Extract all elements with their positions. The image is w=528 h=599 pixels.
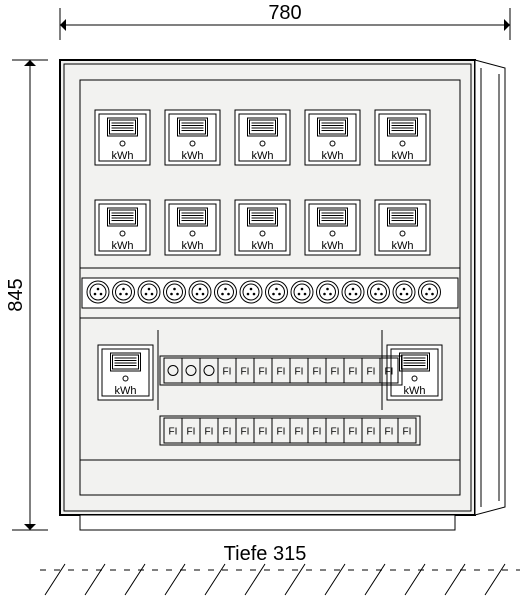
fi-label: FI — [277, 427, 286, 438]
kwh-meter: kWh — [375, 200, 430, 255]
kwh-meter: kWh — [95, 200, 150, 255]
kwh-meter: kWh — [305, 110, 360, 165]
arrowhead — [24, 524, 36, 530]
fi-label: FI — [331, 367, 340, 378]
fi-label: FI — [385, 367, 394, 378]
kwh-label: kWh — [392, 240, 414, 252]
kwh-meter: kWh — [235, 200, 290, 255]
hatch-line — [165, 564, 185, 595]
kwh-meter: kWh — [305, 200, 360, 255]
hatch-line — [445, 564, 465, 595]
kwh-meter: kWh — [98, 345, 153, 400]
kwh-label: kWh — [404, 385, 426, 397]
fi-label: FI — [241, 427, 250, 438]
dim-left-value: 845 — [5, 278, 27, 311]
fi-label: FI — [187, 427, 196, 438]
arrowhead — [504, 19, 510, 31]
fi-label: FI — [295, 367, 304, 378]
kwh-meter: kWh — [95, 110, 150, 165]
hatch-line — [285, 564, 305, 595]
depth-label: Tiefe 315 — [224, 543, 307, 565]
kwh-label: kWh — [252, 240, 274, 252]
technical-drawing: 780 845 kWh kWh kWh kWh kWh kWh kWh kWh kWh kWh kWh k… — [0, 0, 528, 599]
fi-label: FI — [349, 367, 358, 378]
fi-label: FI — [259, 427, 268, 438]
fi-label: FI — [277, 367, 286, 378]
kwh-label: kWh — [115, 385, 137, 397]
arrowhead — [24, 60, 36, 66]
kwh-label: kWh — [112, 150, 134, 162]
cabinet-base — [80, 515, 455, 530]
kwh-label: kWh — [252, 150, 274, 162]
dim-top-value: 780 — [268, 2, 301, 24]
fi-label: FI — [295, 427, 304, 438]
fi-label: FI — [403, 427, 412, 438]
kwh-label: kWh — [322, 150, 344, 162]
kwh-label: kWh — [182, 240, 204, 252]
door-panel — [475, 60, 505, 515]
hatch-line — [85, 564, 105, 595]
hatch-line — [325, 564, 345, 595]
fi-label: FI — [169, 427, 178, 438]
kwh-label: kWh — [392, 150, 414, 162]
kwh-meter: kWh — [387, 345, 442, 400]
fi-label: FI — [385, 427, 394, 438]
kwh-meter: kWh — [375, 110, 430, 165]
fi-label: FI — [349, 427, 358, 438]
hatch-line — [45, 564, 65, 595]
fi-label: FI — [313, 427, 322, 438]
kwh-meter: kWh — [235, 110, 290, 165]
fi-label: FI — [241, 367, 250, 378]
hatch-line — [485, 564, 505, 595]
fi-label: FI — [259, 367, 268, 378]
cabinet-door — [475, 60, 505, 515]
hatch-line — [125, 564, 145, 595]
hatch-line — [205, 564, 225, 595]
kwh-meter: kWh — [165, 200, 220, 255]
kwh-meter: kWh — [165, 110, 220, 165]
kwh-label: kWh — [112, 240, 134, 252]
hatch-line — [405, 564, 425, 595]
fi-label: FI — [367, 427, 376, 438]
fi-label: FI — [223, 427, 232, 438]
fi-label: FI — [205, 427, 214, 438]
kwh-label: kWh — [182, 150, 204, 162]
fi-label: FI — [331, 427, 340, 438]
fi-label: FI — [313, 367, 322, 378]
hatch-line — [245, 564, 265, 595]
fi-label: FI — [367, 367, 376, 378]
arrowhead — [60, 19, 66, 31]
hatch-line — [365, 564, 385, 595]
kwh-label: kWh — [322, 240, 344, 252]
fi-label: FI — [223, 367, 232, 378]
